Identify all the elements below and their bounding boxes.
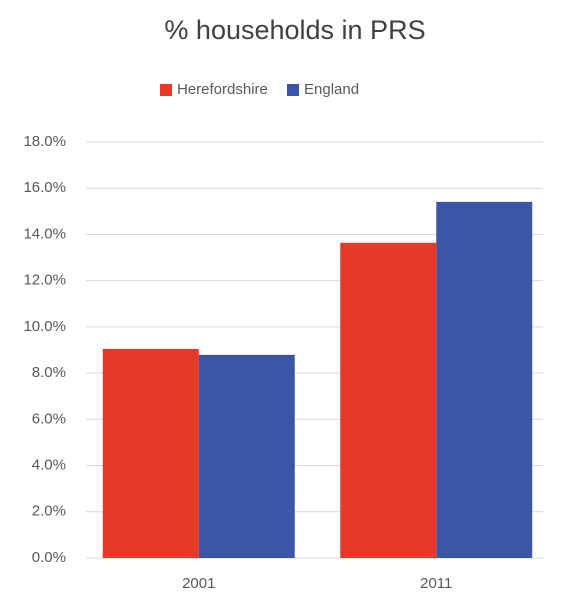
legend-label: Herefordshire (177, 81, 268, 98)
x-tick-label: 2011 (420, 575, 452, 592)
bar (436, 201, 533, 558)
y-tick-label: 18.0% (23, 133, 66, 150)
chart-title: % households in PRS (164, 15, 425, 45)
x-tick-label: 2001 (182, 575, 215, 592)
y-tick-label: 4.0% (32, 457, 66, 474)
y-tick-label: 6.0% (32, 410, 66, 427)
y-tick-label: 10.0% (23, 318, 66, 335)
y-tick-label: 14.0% (23, 225, 66, 242)
legend-swatch (287, 84, 299, 96)
bar (102, 348, 199, 558)
legend-swatch (160, 84, 172, 96)
y-tick-label: 0.0% (32, 549, 66, 566)
bar (198, 354, 295, 558)
y-tick-label: 12.0% (23, 272, 66, 289)
bar (340, 242, 437, 558)
y-tick-label: 2.0% (32, 503, 66, 520)
legend-label: England (304, 81, 359, 98)
y-tick-label: 8.0% (32, 364, 66, 381)
y-tick-label: 16.0% (23, 179, 66, 196)
